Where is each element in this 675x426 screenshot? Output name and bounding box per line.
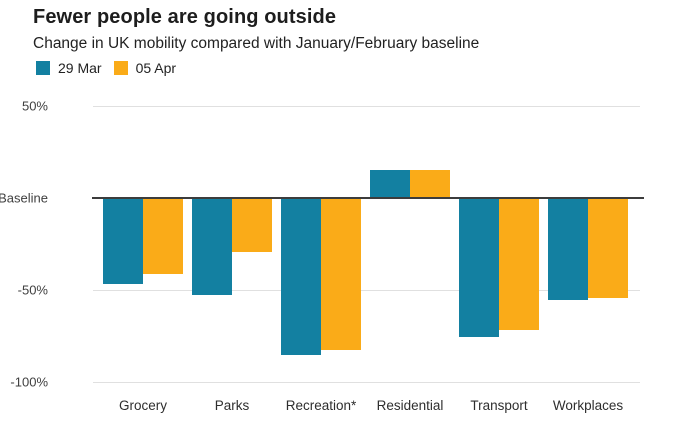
x-axis-label-residential: Residential	[376, 398, 444, 413]
x-axis-label-grocery: Grocery	[118, 398, 168, 413]
legend-swatch-29-mar	[36, 61, 50, 75]
legend-item-05-apr: 05 Apr	[113, 60, 177, 76]
gridline-50	[93, 290, 640, 291]
y-tick-label-50: 50%	[21, 98, 48, 114]
baseline-line	[92, 197, 645, 199]
bar-parks-29-mar	[192, 199, 232, 295]
chart-title: Fewer people are going outside	[33, 6, 337, 28]
bar-parks-05-apr	[232, 199, 272, 253]
bar-workplaces-29-mar	[548, 199, 588, 301]
bar-residential-05-apr	[410, 170, 450, 198]
legend-label: 05 Apr	[135, 60, 177, 76]
legend: 29 Mar 05 Apr	[36, 60, 176, 76]
bar-transport-29-mar	[459, 199, 499, 337]
plot-area: 50% Baseline -50% -100%	[0, 99, 645, 390]
x-axis: Grocery Parks Recreation* Residential Transp…	[93, 398, 640, 418]
x-axis-label-parks: Parks	[214, 398, 250, 413]
legend-swatch-05-apr	[113, 61, 128, 75]
y-tick-label-baseline: Baseline	[0, 190, 48, 206]
gridline-50	[93, 106, 640, 107]
legend-item-29-mar: 29 Mar	[36, 60, 102, 76]
chart-subtitle: Change in UK mobility compared with Janu…	[33, 35, 480, 52]
bar-recreation-05-apr	[321, 199, 361, 350]
x-axis-label-recreation: Recreation*	[285, 398, 357, 413]
y-tick-label-100: -100%	[10, 374, 48, 390]
bar-grocery-05-apr	[143, 199, 183, 275]
legend-label: 29 Mar	[58, 60, 102, 76]
bar-residential-29-mar	[370, 170, 410, 198]
bar-workplaces-05-apr	[588, 199, 628, 299]
bar-transport-05-apr	[499, 199, 539, 330]
bar-recreation-29-mar	[281, 199, 321, 356]
y-tick-label-50: -50%	[17, 282, 48, 298]
bar-grocery-29-mar	[103, 199, 143, 284]
x-axis-label-workplaces: Workplaces	[552, 398, 624, 413]
gridline-100	[93, 382, 640, 383]
x-axis-label-transport: Transport	[470, 398, 528, 413]
